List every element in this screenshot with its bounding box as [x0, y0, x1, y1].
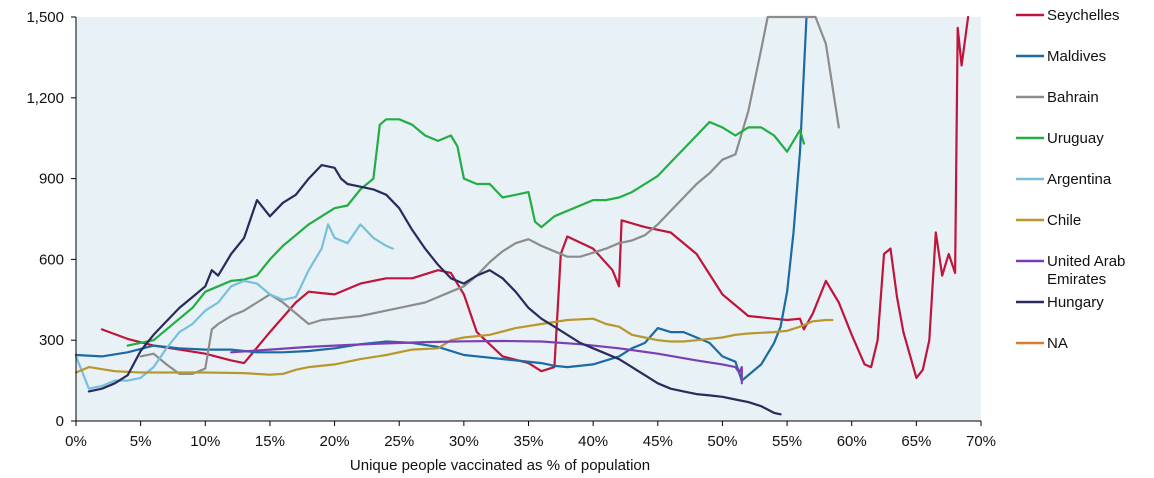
y-tick-label: 1,200 [26, 90, 64, 107]
series-layer [74, 15, 970, 416]
legend-label: Seychelles [1047, 7, 1120, 24]
series-line-seychelles [100, 15, 970, 379]
legend-label: Chile [1047, 212, 1081, 229]
series-line-united-arab-emirates [230, 339, 743, 385]
x-tick-label: 45% [643, 433, 673, 450]
y-tick-label: 1,500 [26, 9, 64, 26]
x-tick-label: 15% [255, 433, 285, 450]
legend-label: Uruguay [1047, 130, 1104, 147]
x-tick-label: 30% [449, 433, 479, 450]
y-tick-label: 300 [39, 332, 64, 349]
axes-layer: 0% 5% 10% 15% 20% 25% 30% 35% 40% 45% 50% 55% 60% 65%… [26, 9, 996, 450]
x-tick-label: 0% [65, 433, 87, 450]
x-tick-label: 55% [772, 433, 802, 450]
x-tick-label: 40% [578, 433, 608, 450]
x-tick-label: 5% [130, 433, 152, 450]
legend-label: Argentina [1047, 171, 1112, 188]
series-line-chile [74, 317, 834, 376]
x-axis-title: Unique people vaccinated as % of populat… [350, 457, 650, 474]
legend-label: Hungary [1047, 294, 1104, 311]
series-line-argentina [74, 223, 394, 390]
x-tick-label: 10% [190, 433, 220, 450]
x-tick-label: 70% [966, 433, 996, 450]
series-line-uruguay [126, 118, 805, 347]
x-tick-label: 60% [837, 433, 867, 450]
legend-label: Maldives [1047, 48, 1106, 65]
legend-label: NA [1047, 335, 1068, 352]
series-line-bahrain [139, 15, 840, 375]
x-tick-label: 20% [320, 433, 350, 450]
legend-label: United Arab Emirates [1047, 253, 1125, 288]
x-tick-label: 25% [384, 433, 414, 450]
x-tick-label: 65% [901, 433, 931, 450]
y-tick-label: 0 [56, 413, 64, 430]
series-line-hungary [87, 164, 782, 416]
y-tick-label: 600 [39, 251, 64, 268]
legend: Seychelles Maldives Bahrain Uruguay Argentin… [1016, 7, 1125, 352]
x-tick-label: 35% [513, 433, 543, 450]
x-tick-label: 50% [707, 433, 737, 450]
legend-label: Bahrain [1047, 89, 1099, 106]
y-tick-label: 900 [39, 171, 64, 188]
plot-area [76, 17, 981, 421]
